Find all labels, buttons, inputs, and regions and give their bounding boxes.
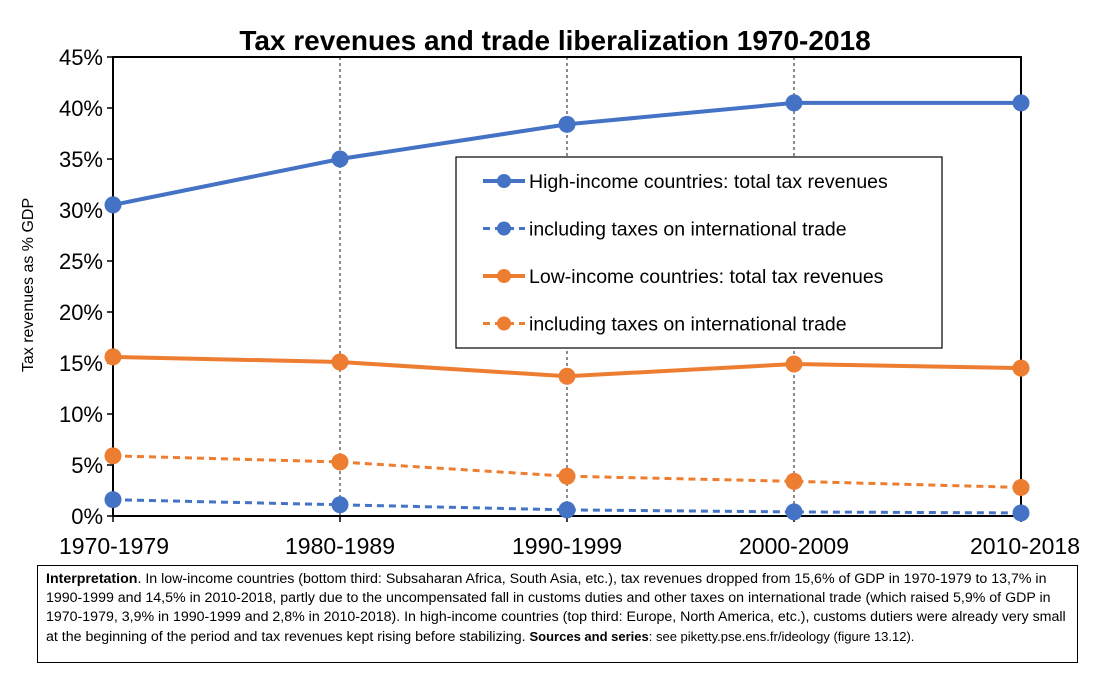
y-tick-label: 35%: [59, 147, 103, 172]
x-tick-label: 1980-1989: [285, 533, 395, 559]
legend-box: [455, 156, 943, 349]
data-point-series-3: [104, 447, 122, 465]
x-tick-label: 2000-2009: [739, 533, 849, 559]
y-tick-label: 20%: [59, 300, 103, 325]
data-point-series-0: [785, 94, 803, 112]
data-point-series-3: [1012, 478, 1030, 496]
data-point-series-2: [331, 353, 349, 371]
interpretation-text: . In low-income countries (bottom third:…: [46, 571, 1066, 645]
data-point-series-1: [104, 491, 122, 509]
data-point-series-3: [785, 472, 803, 490]
y-axis-label: Tax revenues as % GDP: [20, 198, 37, 372]
data-point-series-1: [785, 503, 803, 521]
series-line-1: [112, 498, 1022, 515]
data-point-series-2: [1012, 359, 1030, 377]
data-point-series-0: [104, 196, 122, 214]
legend-label: Low-income countries: total tax revenues: [529, 266, 884, 288]
y-tick-label: 0%: [71, 504, 103, 529]
chart: Tax revenues and trade liberalization 19…: [20, 25, 1080, 559]
data-point-series-3: [331, 453, 349, 471]
x-tick-label: 2010-2018: [970, 533, 1080, 559]
data-point-series-1: [1012, 504, 1030, 522]
legend-swatch-marker: [497, 316, 511, 331]
legend-label: including taxes on international trade: [529, 219, 847, 241]
plot-area: 0% 5% 10% 15% 20% 25% 30% 35% 40% 45% 1970-1979 198…: [59, 45, 1080, 559]
data-point-series-1: [558, 501, 576, 519]
data-point-series-2: [785, 355, 803, 373]
data-point-series-0: [1012, 94, 1030, 112]
legend-swatch-marker: [497, 174, 511, 188]
y-tick-label: 30%: [59, 198, 103, 223]
legend-swatch-marker: [497, 221, 511, 236]
legend: High-income countries: total tax revenue…: [455, 156, 943, 349]
legend-label: including taxes on international trade: [529, 314, 847, 336]
data-point-series-2: [104, 348, 122, 366]
data-point-series-0: [331, 150, 349, 168]
y-tick-label: 10%: [59, 402, 103, 427]
data-point-series-3: [558, 467, 576, 485]
series-line-3: [112, 454, 1022, 489]
x-tick-label: 1990-1999: [512, 533, 622, 559]
interpretation-label: Interpretation: [46, 571, 138, 587]
data-point-series-2: [558, 367, 576, 385]
y-tick-label: 15%: [59, 351, 103, 376]
legend-label: High-income countries: total tax revenue…: [529, 171, 888, 193]
data-point-series-0: [558, 115, 576, 133]
y-tick-label: 45%: [59, 45, 103, 70]
legend-swatch-marker: [497, 269, 511, 283]
sources-label: Sources and series: [529, 629, 649, 644]
data-point-series-1: [331, 496, 349, 514]
interpretation-note: Interpretation. In low-income countries …: [37, 565, 1078, 663]
y-tick-label: 5%: [71, 453, 103, 478]
x-tick-label: 1970-1979: [59, 533, 169, 559]
chart-title: Tax revenues and trade liberalization 19…: [239, 25, 870, 56]
y-tick-label: 40%: [59, 96, 103, 121]
y-tick-label: 25%: [59, 249, 103, 274]
sources-text: : see piketty.pse.ens.fr/ideology (figur…: [648, 629, 915, 644]
